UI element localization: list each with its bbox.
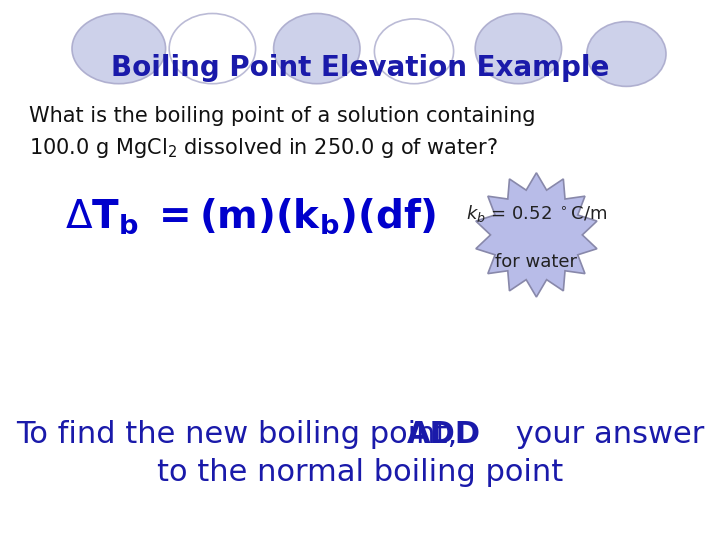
Ellipse shape [587,22,666,86]
Text: Boiling Point Elevation Example: Boiling Point Elevation Example [111,53,609,82]
Text: What is the boiling point of a solution containing: What is the boiling point of a solution … [29,106,535,126]
Text: for water: for water [495,253,577,271]
Text: to the normal boiling point: to the normal boiling point [157,458,563,487]
Text: ADD: ADD [407,420,480,449]
Text: $k_b$ = 0.52 $^\circ$C/m: $k_b$ = 0.52 $^\circ$C/m [466,203,607,224]
Polygon shape [476,173,597,297]
Ellipse shape [72,14,166,84]
Text: 100.0 g MgCl$_2$ dissolved in 250.0 g of water?: 100.0 g MgCl$_2$ dissolved in 250.0 g of… [29,137,498,160]
Ellipse shape [274,14,360,84]
Text: To find the new boiling point,      your answer: To find the new boiling point, your answ… [16,420,704,449]
Text: $\Delta\mathbf{T_b}$ $\mathbf{= (m)(k_b)(df)}$: $\Delta\mathbf{T_b}$ $\mathbf{= (m)(k_b)… [65,196,436,236]
Ellipse shape [475,14,562,84]
